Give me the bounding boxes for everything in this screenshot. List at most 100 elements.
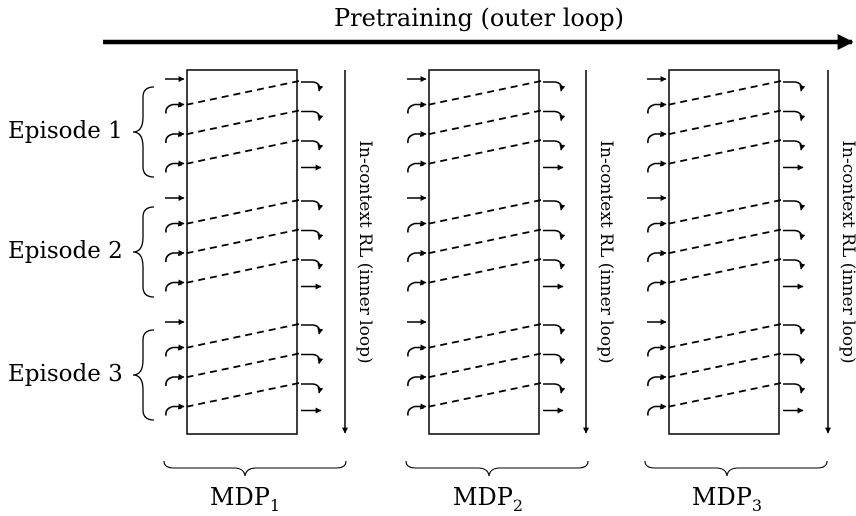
transformer-box: [186, 69, 298, 435]
episode-brace-1: [132, 86, 155, 178]
input-feedback-arrow: [407, 344, 427, 357]
input-feedback-arrow: [647, 220, 667, 233]
mdp-brace-1: [163, 460, 347, 477]
mdp-brace-2: [405, 460, 589, 477]
mdp-label-3-sub: 3: [752, 496, 762, 515]
dashed-feedback-line: [659, 199, 782, 227]
output-feedback-arrow: [301, 81, 324, 92]
input-feedback-arrow: [165, 250, 185, 263]
input-feedback-arrow: [407, 220, 427, 233]
dashed-feedback-line: [177, 80, 300, 108]
mdp-label-3: MDP3: [692, 483, 762, 515]
output-feedback-arrow: [301, 324, 324, 335]
output-feedback-arrow: [301, 383, 324, 394]
output-feedback-arrow: [301, 110, 324, 122]
output-feedback-arrow: [543, 200, 566, 211]
input-feedback-arrow: [407, 374, 427, 387]
output-feedback-arrow: [543, 81, 566, 92]
input-feedback-arrow: [165, 131, 185, 144]
dashed-feedback-line: [659, 228, 782, 256]
output-feedback-arrow: [783, 383, 806, 394]
mdp-label-2-name: MDP: [453, 483, 513, 511]
output-feedback-arrow: [543, 140, 566, 151]
mdp-labels: MDP1 MDP2 MDP3: [210, 483, 762, 515]
input-feedback-arrow: [647, 131, 667, 144]
input-feedback-arrow: [647, 374, 667, 387]
episode-label-2: Episode 2: [8, 238, 123, 264]
mdp-column-3: [647, 69, 806, 435]
episode-labels: Episode 1 Episode 2 Episode 3: [8, 118, 123, 387]
output-feedback-arrow: [543, 353, 566, 365]
dashed-feedback-line: [177, 258, 300, 286]
input-feedback-arrow: [165, 279, 185, 292]
dashed-feedback-line: [419, 109, 542, 137]
output-feedback-arrow: [783, 259, 806, 270]
episode-label-1: Episode 1: [8, 118, 123, 144]
dashed-feedback-line: [419, 199, 542, 227]
dashed-feedback-line: [177, 228, 300, 256]
input-feedback-arrow: [407, 279, 427, 292]
dashed-feedback-line: [659, 352, 782, 380]
mdp-columns: [165, 69, 806, 435]
dashed-feedback-line: [659, 258, 782, 286]
transformer-box: [428, 69, 540, 435]
input-feedback-arrow: [407, 131, 427, 144]
input-feedback-arrow: [647, 403, 667, 416]
output-feedback-arrow: [783, 200, 806, 211]
dashed-feedback-line: [419, 80, 542, 108]
inner-loop-label-3: In-context RL (inner loop): [838, 140, 856, 363]
mdp-label-1-sub: 1: [270, 496, 280, 515]
dashed-feedback-line: [177, 139, 300, 167]
episode-braces: [132, 86, 155, 421]
dashed-feedback-line: [177, 109, 300, 137]
dashed-feedback-line: [659, 109, 782, 137]
input-feedback-arrow: [165, 160, 185, 173]
mdp-label-2-sub: 2: [513, 496, 523, 515]
mdp-brace-3: [644, 460, 828, 477]
output-feedback-arrow: [543, 259, 566, 270]
inner-loop-labels: In-context RL (inner loop) In-context RL…: [355, 140, 856, 363]
mdp-column-1: [165, 69, 324, 435]
output-feedback-arrow: [543, 110, 566, 122]
dashed-feedback-line: [177, 323, 300, 351]
input-feedback-arrow: [407, 160, 427, 173]
dashed-feedback-line: [419, 382, 542, 410]
dashed-feedback-line: [659, 382, 782, 410]
episode-brace-2: [132, 206, 155, 298]
input-feedback-arrow: [165, 344, 185, 357]
output-feedback-arrow: [301, 259, 324, 270]
dashed-feedback-line: [177, 352, 300, 380]
dashed-feedback-line: [177, 382, 300, 410]
output-feedback-arrow: [301, 353, 324, 365]
input-feedback-arrow: [647, 344, 667, 357]
mdp-label-1-name: MDP: [210, 483, 270, 511]
mdp-column-2: [407, 69, 566, 435]
dashed-feedback-line: [419, 258, 542, 286]
input-feedback-arrow: [407, 101, 427, 114]
output-feedback-arrow: [543, 383, 566, 394]
dashed-feedback-line: [419, 139, 542, 167]
dashed-feedback-line: [659, 323, 782, 351]
input-feedback-arrow: [647, 250, 667, 263]
input-feedback-arrow: [165, 220, 185, 233]
episode-brace-3: [132, 329, 155, 421]
inner-loop-label-2: In-context RL (inner loop): [596, 140, 616, 363]
output-feedback-arrow: [783, 81, 806, 92]
input-feedback-arrow: [165, 403, 185, 416]
output-feedback-arrow: [301, 200, 324, 211]
input-feedback-arrow: [407, 250, 427, 263]
mdp-label-3-name: MDP: [692, 483, 752, 511]
dashed-feedback-line: [659, 139, 782, 167]
input-feedback-arrow: [165, 374, 185, 387]
dashed-feedback-line: [419, 323, 542, 351]
mdp-label-2: MDP2: [453, 483, 523, 515]
outer-loop-title: Pretraining (outer loop): [334, 4, 624, 32]
input-feedback-arrow: [647, 279, 667, 292]
output-feedback-arrow: [783, 229, 806, 241]
output-feedback-arrow: [543, 229, 566, 241]
inner-loop-label-1: In-context RL (inner loop): [355, 140, 375, 363]
mdp-label-1: MDP1: [210, 483, 280, 515]
dashed-feedback-line: [419, 352, 542, 380]
transformer-box: [668, 69, 780, 435]
